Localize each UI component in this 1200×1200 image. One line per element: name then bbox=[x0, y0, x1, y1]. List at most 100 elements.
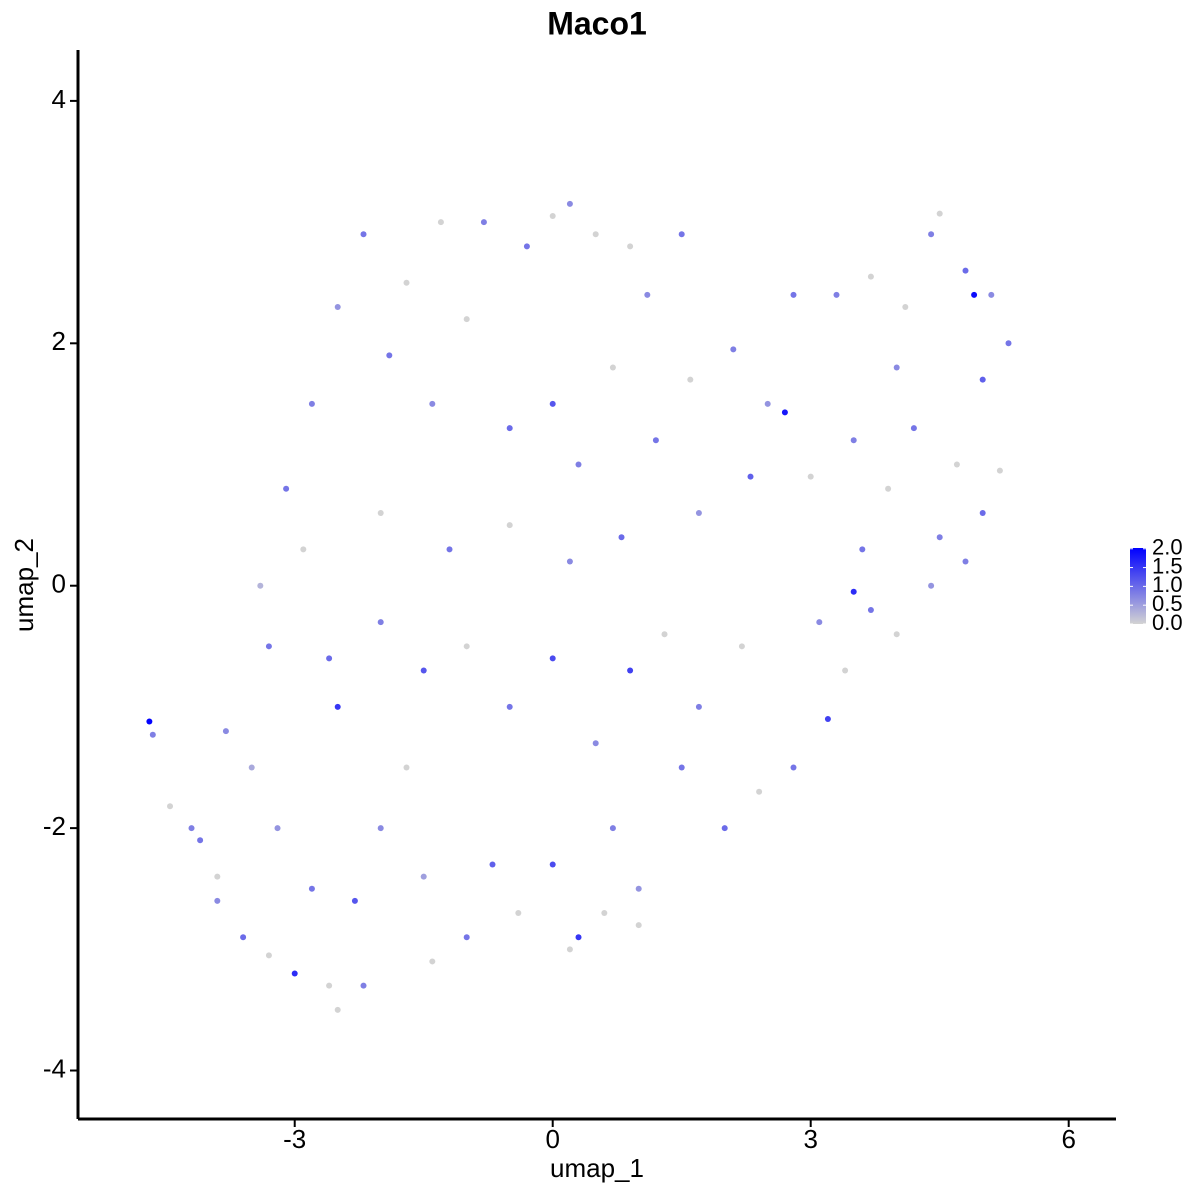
point bbox=[403, 279, 410, 286]
point bbox=[463, 316, 470, 323]
point bbox=[695, 703, 702, 710]
point bbox=[678, 764, 685, 771]
point bbox=[403, 764, 410, 771]
point bbox=[188, 825, 195, 832]
colorbar bbox=[1130, 548, 1146, 624]
point bbox=[850, 437, 857, 444]
point bbox=[429, 400, 436, 407]
point bbox=[326, 655, 333, 662]
point bbox=[549, 655, 556, 662]
point bbox=[334, 1006, 341, 1013]
point bbox=[661, 631, 668, 638]
point bbox=[971, 291, 978, 298]
point bbox=[678, 231, 685, 238]
point bbox=[523, 243, 530, 250]
point bbox=[790, 764, 797, 771]
point bbox=[506, 703, 513, 710]
point bbox=[893, 364, 900, 371]
point bbox=[652, 437, 659, 444]
point bbox=[936, 210, 943, 217]
y-axis-label: umap_2 bbox=[9, 538, 39, 632]
point bbox=[386, 352, 393, 359]
point bbox=[257, 582, 264, 589]
point bbox=[687, 376, 694, 383]
point bbox=[360, 982, 367, 989]
colorbar-tick-label: 0.0 bbox=[1152, 610, 1183, 635]
point bbox=[515, 909, 522, 916]
point bbox=[149, 731, 156, 738]
y-tick-label: 2 bbox=[52, 326, 66, 356]
point bbox=[575, 934, 582, 941]
point bbox=[807, 473, 814, 480]
point bbox=[575, 461, 582, 468]
point bbox=[377, 509, 384, 516]
point bbox=[601, 909, 608, 916]
point bbox=[721, 825, 728, 832]
point bbox=[859, 546, 866, 553]
point bbox=[936, 534, 943, 541]
point bbox=[953, 461, 960, 468]
colorbar-tick-label: 1.5 bbox=[1152, 553, 1183, 578]
point bbox=[167, 803, 174, 810]
point bbox=[326, 982, 333, 989]
point bbox=[764, 400, 771, 407]
x-tick-label: -3 bbox=[283, 1124, 306, 1154]
point bbox=[962, 267, 969, 274]
colorbar-tick-label: 0.5 bbox=[1152, 591, 1183, 616]
point bbox=[549, 861, 556, 868]
point bbox=[360, 231, 367, 238]
point bbox=[248, 764, 255, 771]
point bbox=[609, 825, 616, 832]
point bbox=[928, 582, 935, 589]
point bbox=[850, 588, 857, 595]
point bbox=[1005, 340, 1012, 347]
point bbox=[867, 273, 874, 280]
point bbox=[480, 219, 487, 226]
point bbox=[902, 303, 909, 310]
point bbox=[592, 231, 599, 238]
point bbox=[962, 558, 969, 565]
point bbox=[635, 885, 642, 892]
point bbox=[463, 643, 470, 650]
point bbox=[644, 291, 651, 298]
point bbox=[489, 861, 496, 868]
point bbox=[377, 825, 384, 832]
point bbox=[979, 509, 986, 516]
x-tick-label: 0 bbox=[545, 1124, 559, 1154]
point bbox=[420, 873, 427, 880]
point bbox=[996, 467, 1003, 474]
point bbox=[420, 667, 427, 674]
point bbox=[893, 631, 900, 638]
point bbox=[283, 485, 290, 492]
colorbar-tick-label: 2.0 bbox=[1152, 535, 1183, 560]
point bbox=[308, 885, 315, 892]
point bbox=[146, 718, 153, 725]
point bbox=[609, 364, 616, 371]
point bbox=[730, 346, 737, 353]
point bbox=[566, 200, 573, 207]
point bbox=[308, 400, 315, 407]
point bbox=[833, 291, 840, 298]
chart-title: Maco1 bbox=[547, 5, 647, 41]
point bbox=[756, 788, 763, 795]
point bbox=[549, 400, 556, 407]
point bbox=[566, 946, 573, 953]
point bbox=[446, 546, 453, 553]
point bbox=[506, 522, 513, 529]
point bbox=[334, 703, 341, 710]
point bbox=[928, 231, 935, 238]
point bbox=[214, 873, 221, 880]
point bbox=[566, 558, 573, 565]
point bbox=[747, 473, 754, 480]
point bbox=[334, 303, 341, 310]
point bbox=[429, 958, 436, 965]
y-tick-label: 0 bbox=[52, 569, 66, 599]
point bbox=[781, 409, 788, 416]
x-axis-label: umap_1 bbox=[550, 1153, 644, 1183]
point bbox=[867, 606, 874, 613]
point bbox=[988, 291, 995, 298]
point bbox=[910, 425, 917, 432]
point bbox=[197, 837, 204, 844]
point bbox=[351, 897, 358, 904]
